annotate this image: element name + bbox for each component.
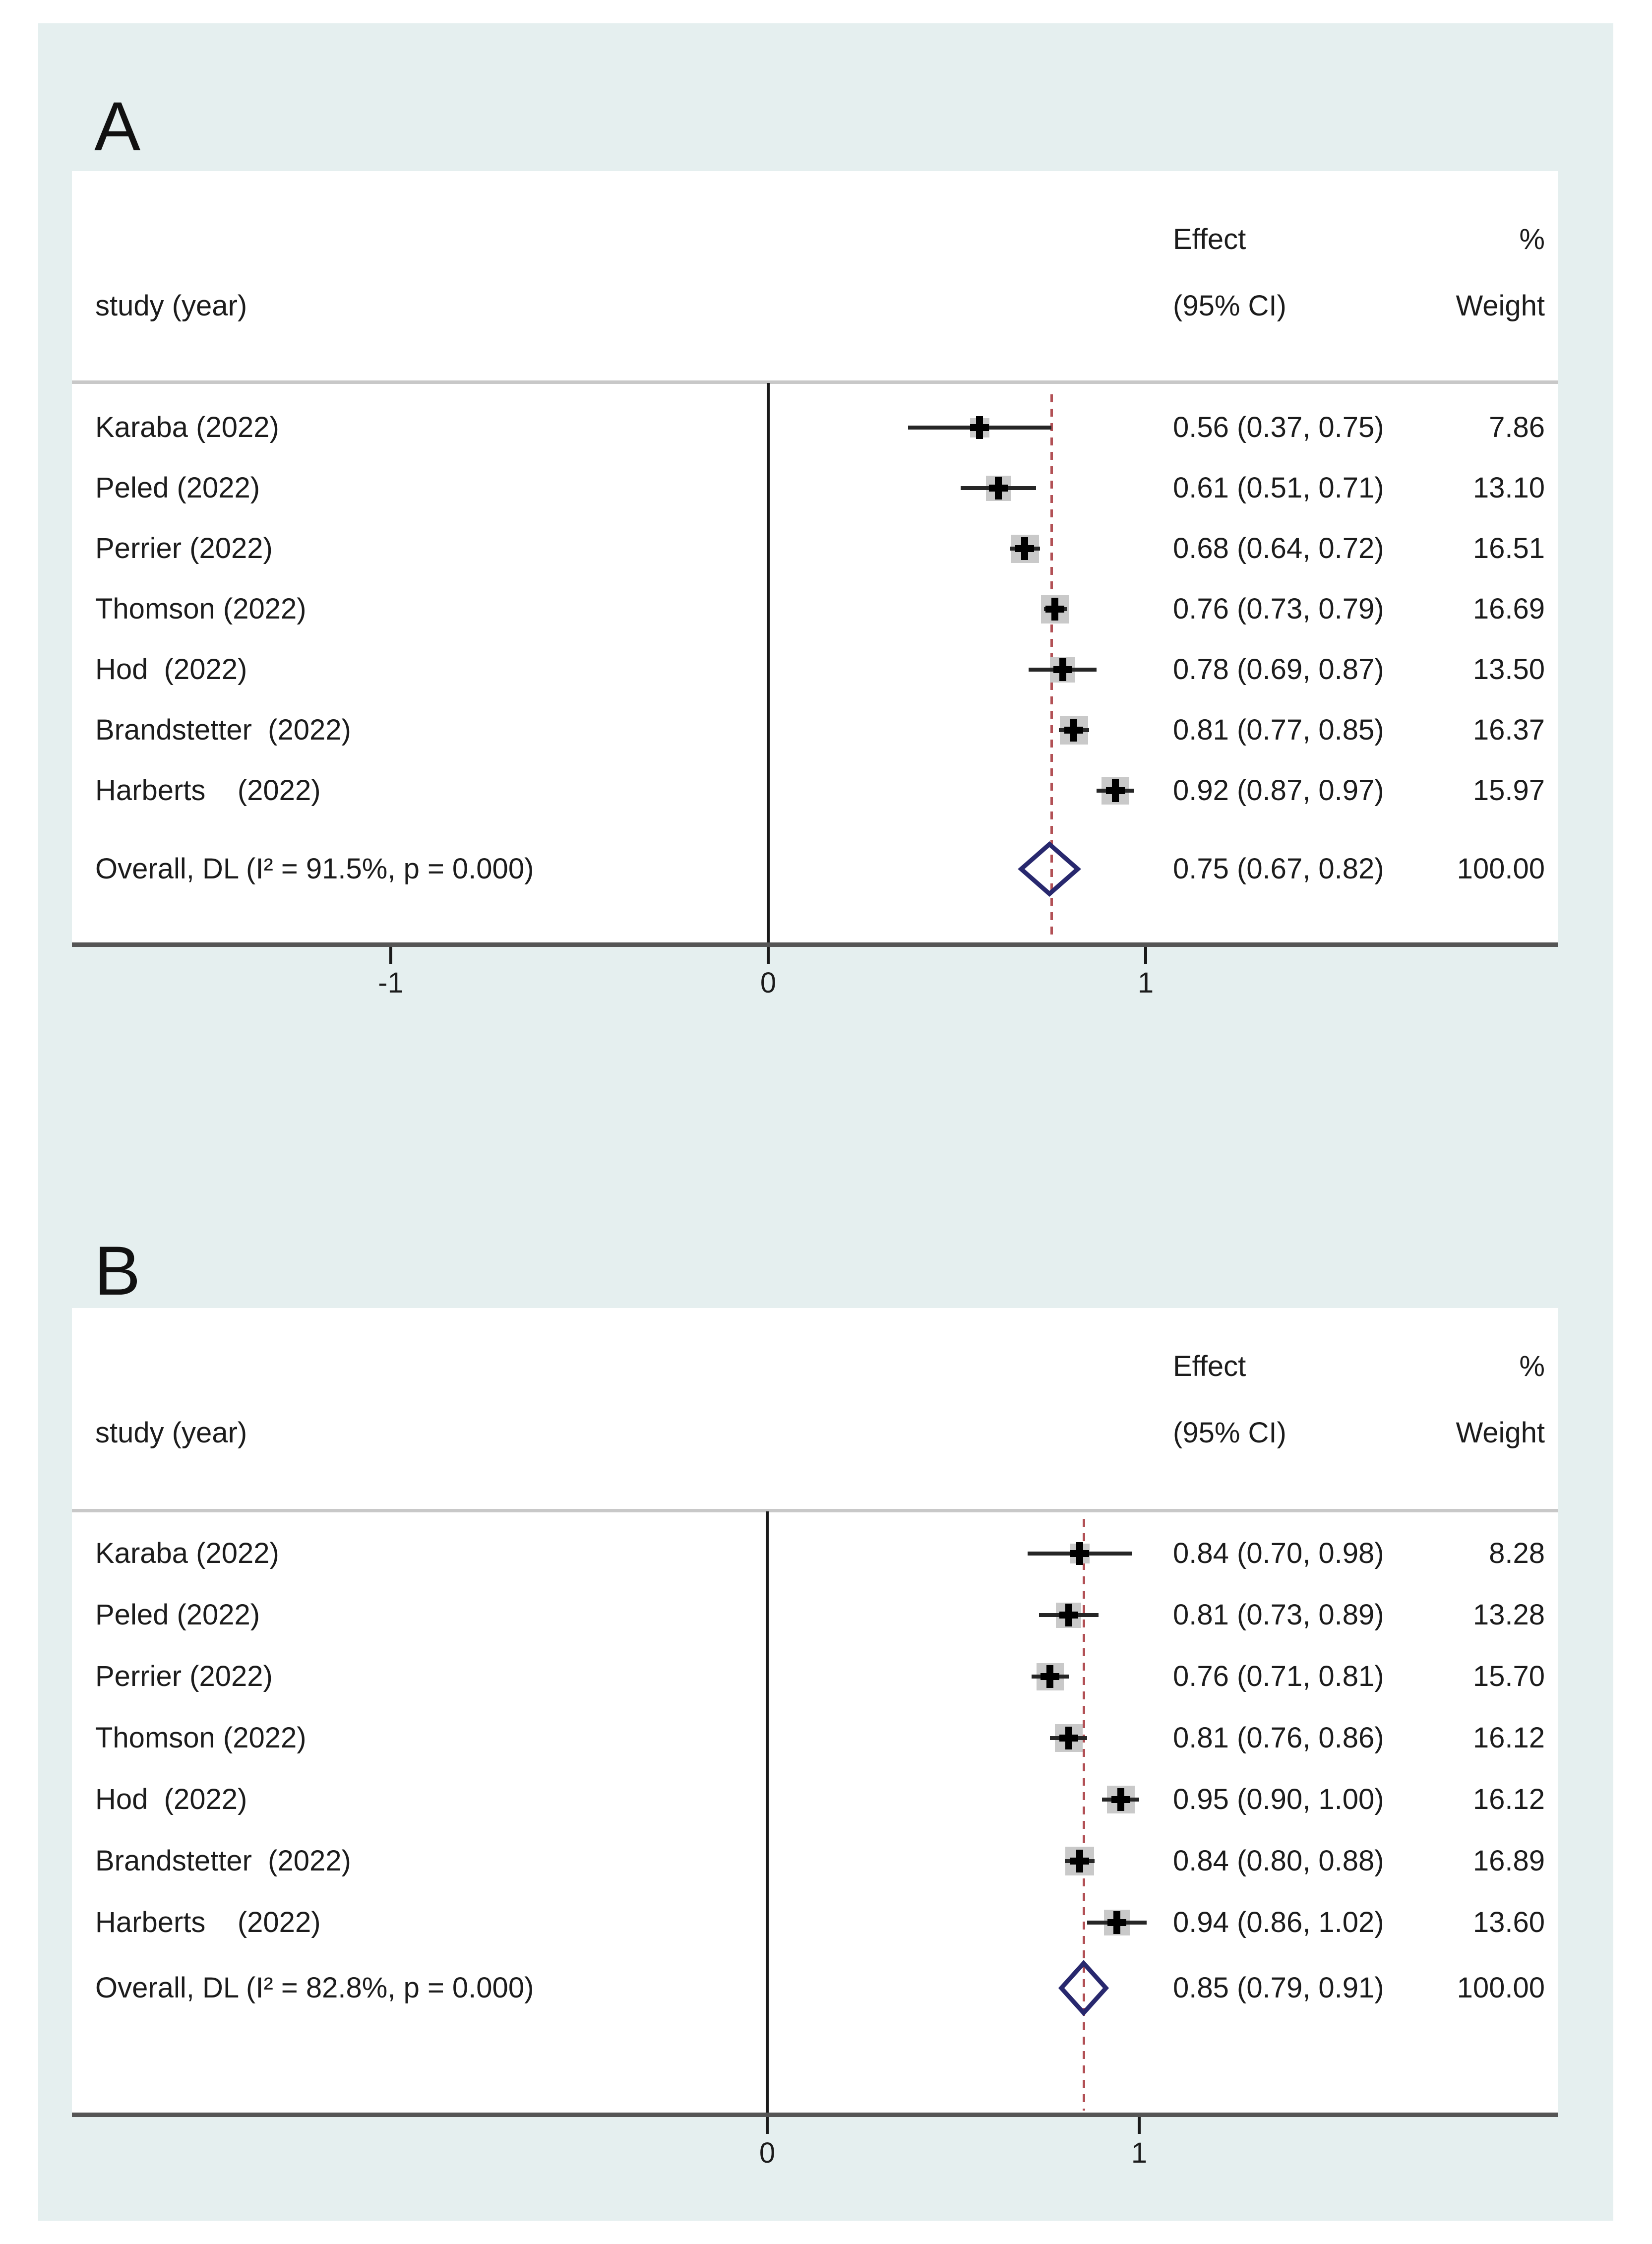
panel-b-weight-value: 13.60 xyxy=(1472,1906,1545,1938)
panel-b-x-axis-tick-label: 0 xyxy=(759,2137,776,2169)
panel-a-zero-line xyxy=(767,383,770,942)
panel-b-overall-dashed-line xyxy=(1083,1519,1085,2111)
panel-a-study-label: Karaba (2022) xyxy=(95,411,279,443)
panel-a-effect-value: 0.81 (0.77, 0.85) xyxy=(1173,714,1384,746)
panel-a-column-header-study: study (year) xyxy=(95,290,247,322)
panel-a-weight-value: 13.10 xyxy=(1472,472,1545,504)
panel-b-weight-value: 8.28 xyxy=(1489,1537,1545,1569)
panel-a-study-label: Hod (2022) xyxy=(95,653,247,686)
panel-a-weight-value: 7.86 xyxy=(1489,411,1545,443)
panel-a-point-marker xyxy=(970,424,989,431)
panel-b-study-label: Brandstetter (2022) xyxy=(95,1845,351,1877)
panel-b-effect-value: 0.76 (0.71, 0.81) xyxy=(1173,1660,1384,1692)
panel-b-effect-value: 0.84 (0.80, 0.88) xyxy=(1173,1845,1384,1877)
panel-a-point-marker xyxy=(1045,606,1064,613)
panel-b-column-header-weight: Weight xyxy=(1456,1417,1545,1449)
panel-b-effect-value: 0.81 (0.76, 0.86) xyxy=(1173,1722,1384,1754)
panel-b-study-label: Thomson (2022) xyxy=(95,1722,306,1754)
panel-a-x-axis-tick-label: 1 xyxy=(1137,967,1154,999)
panel-b-weight-value: 15.70 xyxy=(1472,1660,1545,1692)
panel-a-study-label: Peled (2022) xyxy=(95,472,260,504)
panel-a-x-axis-tick-label: -1 xyxy=(378,967,404,999)
panel-b-effect-value: 0.95 (0.90, 1.00) xyxy=(1173,1783,1384,1815)
panel-b-column-header-ci: (95% CI) xyxy=(1173,1417,1286,1449)
panel-a-x-axis-tick xyxy=(1144,947,1147,964)
panel-b-weight-value: 16.12 xyxy=(1472,1783,1545,1815)
panel-b-x-axis xyxy=(72,2113,1558,2117)
panel-b-point-marker xyxy=(1107,1919,1126,1926)
panel-a-column-header-effect: Effect xyxy=(1173,223,1246,255)
panel-b-column-header-effect: Effect xyxy=(1173,1350,1246,1382)
panel-b-x-axis-tick xyxy=(1138,2117,1141,2134)
panel-b-point-marker xyxy=(1040,1673,1059,1680)
panel-a-x-axis-tick-label: 0 xyxy=(760,967,777,999)
panel-b-letter: B xyxy=(94,1232,141,1309)
panel-a-point-marker xyxy=(1106,787,1125,794)
panel-a-point-marker xyxy=(1015,545,1034,552)
panel-b-effect-value: 0.84 (0.70, 0.98) xyxy=(1173,1537,1384,1569)
panel-a-study-label: Brandstetter (2022) xyxy=(95,714,351,746)
panel-b-effect-value: 0.81 (0.73, 0.89) xyxy=(1173,1599,1384,1631)
panel-a-overall-effect-value: 0.75 (0.67, 0.82) xyxy=(1173,853,1384,885)
panel-b-study-label: Hod (2022) xyxy=(95,1783,247,1815)
panel-b-point-marker xyxy=(1059,1735,1078,1742)
panel-b-header-rule xyxy=(72,1509,1558,1512)
panel-a-column-header-ci: (95% CI) xyxy=(1173,290,1286,322)
panel-b-study-label: Karaba (2022) xyxy=(95,1537,279,1569)
panel-b-effect-value: 0.94 (0.86, 1.02) xyxy=(1173,1906,1384,1938)
panel-a-point-marker xyxy=(1053,666,1072,673)
panel-b-weight-value: 16.89 xyxy=(1472,1845,1545,1877)
panel-a-effect-value: 0.61 (0.51, 0.71) xyxy=(1173,472,1384,504)
panel-b-point-marker xyxy=(1070,1858,1089,1865)
panel-b-point-marker xyxy=(1059,1612,1078,1619)
panel-a-header-rule xyxy=(72,380,1558,384)
panel-b-x-axis-tick-label: 1 xyxy=(1131,2137,1148,2169)
panel-b-weight-value: 13.28 xyxy=(1472,1599,1545,1631)
panel-b-x-axis-tick xyxy=(766,2117,769,2134)
panel-b-weight-value: 16.12 xyxy=(1472,1722,1545,1754)
panel-a-effect-value: 0.76 (0.73, 0.79) xyxy=(1173,593,1384,625)
panel-b-column-header-study: study (year) xyxy=(95,1417,247,1449)
panel-b-study-label: Harberts (2022) xyxy=(95,1906,321,1938)
panel-a-effect-value: 0.68 (0.64, 0.72) xyxy=(1173,532,1384,564)
panel-b-plot-area xyxy=(72,1308,1558,2113)
panel-b-column-header-percent: % xyxy=(1519,1350,1545,1382)
panel-a-effect-value: 0.56 (0.37, 0.75) xyxy=(1173,411,1384,443)
panel-a-weight-value: 16.69 xyxy=(1472,593,1545,625)
panel-b-point-marker xyxy=(1111,1796,1130,1803)
panel-a-overall-weight-value: 100.00 xyxy=(1457,853,1545,885)
panel-a-study-label: Thomson (2022) xyxy=(95,593,306,625)
panel-b-overall-diamond xyxy=(1058,1960,1109,2016)
panel-a-point-marker xyxy=(989,485,1008,492)
panel-a-overall-label: Overall, DL (I² = 91.5%, p = 0.000) xyxy=(95,853,534,885)
panel-a-weight-value: 15.97 xyxy=(1472,774,1545,807)
panel-a-effect-value: 0.78 (0.69, 0.87) xyxy=(1173,653,1384,686)
panel-b-study-label: Peled (2022) xyxy=(95,1599,260,1631)
panel-b-point-marker xyxy=(1070,1550,1089,1557)
panel-a-overall-diamond xyxy=(1018,841,1081,897)
panel-a-point-marker xyxy=(1064,727,1083,734)
panel-a-column-header-weight: Weight xyxy=(1456,290,1545,322)
panel-b-zero-line xyxy=(766,1511,769,2113)
panel-a-weight-value: 13.50 xyxy=(1472,653,1545,686)
panel-b-overall-weight-value: 100.00 xyxy=(1457,1972,1545,2004)
panel-a-plot-area xyxy=(72,171,1558,942)
panel-a-study-label: Perrier (2022) xyxy=(95,532,273,564)
panel-b-overall-label: Overall, DL (I² = 82.8%, p = 0.000) xyxy=(95,1972,534,2004)
panel-a-effect-value: 0.92 (0.87, 0.97) xyxy=(1173,774,1384,807)
panel-a-study-label: Harberts (2022) xyxy=(95,774,321,807)
panel-b-study-label: Perrier (2022) xyxy=(95,1660,273,1692)
panel-a-letter: A xyxy=(94,87,141,165)
panel-a-x-axis-tick xyxy=(389,947,392,964)
panel-a-x-axis xyxy=(72,942,1558,947)
panel-a-x-axis-tick xyxy=(767,947,770,964)
panel-a-weight-value: 16.51 xyxy=(1472,532,1545,564)
panel-a-weight-value: 16.37 xyxy=(1472,714,1545,746)
panel-b-overall-effect-value: 0.85 (0.79, 0.91) xyxy=(1173,1972,1384,2004)
panel-a-column-header-percent: % xyxy=(1519,223,1545,255)
